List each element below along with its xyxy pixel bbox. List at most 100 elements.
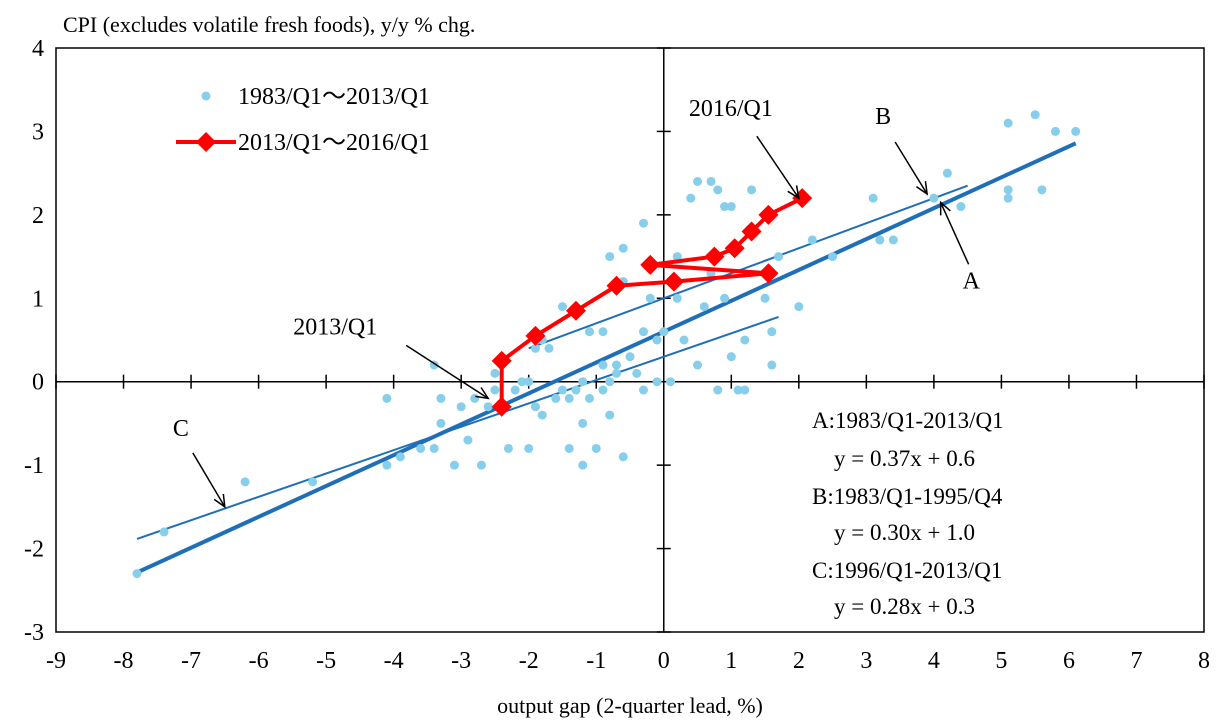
scatter-point	[713, 385, 723, 395]
scatter-point	[564, 443, 574, 453]
y-tick-label: -2	[24, 537, 44, 563]
scatter-point	[645, 293, 655, 303]
scatter-point	[470, 393, 480, 403]
scatter-point	[611, 360, 621, 370]
scatter-point	[828, 252, 838, 262]
annotation-arrow-head	[475, 387, 490, 400]
scatter-point	[639, 218, 649, 228]
equation-box: A:1983/Q1-2013/Q1 y = 0.37x + 0.6 B:1983…	[812, 408, 1004, 619]
annotation-label: C	[173, 416, 189, 442]
annotation-arrow-shaft	[405, 344, 489, 400]
scatter-point	[652, 377, 662, 387]
x-tick-label: 8	[1198, 648, 1210, 674]
annotation-arrow-head	[915, 181, 929, 196]
scatter-point	[449, 460, 459, 470]
axes	[55, 47, 1205, 633]
scatter-point	[632, 368, 642, 378]
scatter-point	[490, 385, 500, 395]
series-2013-2016-marker	[758, 204, 779, 225]
scatter-point	[1030, 110, 1040, 120]
scatter-point	[760, 293, 770, 303]
scatter-point	[693, 176, 703, 186]
y-tick-label: 4	[32, 36, 44, 62]
scatter-point	[1003, 193, 1013, 203]
regression-line-a	[136, 141, 1077, 575]
scatter-point	[598, 360, 608, 370]
annotation-label: A	[963, 268, 981, 294]
annotation-label: 2016/Q1	[689, 96, 773, 122]
scatter-point	[132, 569, 142, 579]
x-axis-tick-labels: -9 -8 -7 -6 -5 -4 -3 -2 -1 0 1 2 3 4 5 6 7 8	[46, 648, 1210, 674]
scatter-point	[706, 176, 716, 186]
annotation-arrow-shaft	[939, 202, 970, 265]
scatter-point	[733, 385, 743, 395]
scatter-point	[578, 460, 588, 470]
x-tick-label: -2	[519, 648, 539, 674]
scatter-point	[888, 235, 898, 245]
x-tick-label: -1	[586, 648, 606, 674]
scatter-point	[530, 402, 540, 412]
series-2013-2016-marker	[663, 271, 684, 292]
scatter-point	[929, 193, 939, 203]
series-2013-2016-marker	[491, 396, 512, 417]
scatter-point	[1037, 185, 1047, 195]
scatter-point	[794, 302, 804, 312]
scatter-point	[537, 410, 547, 420]
scatter-point	[476, 460, 486, 470]
scatter-point	[767, 360, 777, 370]
x-axis-label: output gap (2-quarter lead, %)	[497, 693, 763, 718]
scatter-point	[395, 452, 405, 462]
x-tick-label: 1	[725, 648, 737, 674]
annotation-arrow-shaft	[894, 141, 928, 195]
scatter-point	[868, 193, 878, 203]
x-tick-label: -9	[46, 648, 66, 674]
x-tick-label: 4	[928, 648, 940, 674]
plot-area-border	[55, 47, 1205, 633]
scatter-point	[584, 393, 594, 403]
annotation-arrow-shaft	[756, 135, 800, 199]
series-2013-2016-marker	[758, 263, 779, 284]
scatter-point	[510, 385, 520, 395]
scatter-point	[875, 235, 885, 245]
scatter-point	[503, 443, 513, 453]
scatter-point	[598, 385, 608, 395]
series-2013-2016-marker	[606, 275, 627, 296]
y-tick-label: -3	[24, 620, 44, 646]
series-2013-2016	[491, 188, 813, 417]
scatter-point	[659, 327, 669, 337]
legend-label-1983-2013: 1983/Q1～2013/Q1	[238, 84, 430, 110]
series-2013-2016-marker	[525, 325, 546, 346]
scatter-point	[517, 377, 527, 387]
scatter-point	[611, 368, 621, 378]
scatter-point	[429, 443, 439, 453]
scatter-point	[686, 193, 696, 203]
equation-label-c: C:1996/Q1-2013/Q1	[812, 558, 1002, 583]
scatter-point	[436, 393, 446, 403]
legend-marker-2013-2016	[196, 132, 216, 152]
scatter-point	[956, 202, 966, 212]
scatter-point	[1050, 126, 1060, 136]
scatter-point	[618, 452, 628, 462]
scatter-point	[605, 252, 615, 262]
scatter-point	[740, 385, 750, 395]
scatter-point	[652, 335, 662, 345]
x-tick-label: -6	[249, 648, 269, 674]
series-2013-2016-marker	[724, 238, 745, 259]
legend-label-2013-2016: 2013/Q1～2016/Q1	[238, 130, 430, 156]
chart-title: CPI (excludes volatile fresh foods), y/y…	[63, 12, 475, 37]
scatter-point	[436, 418, 446, 428]
scatter-point	[605, 410, 615, 420]
annotation-label: B	[875, 104, 891, 130]
annotation-arrow-head	[787, 185, 800, 200]
scatter-point	[699, 302, 709, 312]
scatter-point	[544, 343, 554, 353]
scatter-point	[774, 252, 784, 262]
scatter-point	[666, 377, 676, 387]
equation-label-b: B:1983/Q1-1995/Q4	[812, 484, 1003, 509]
scatter-point	[530, 343, 540, 353]
scatter-points	[132, 110, 1081, 579]
scatter-point	[605, 377, 615, 387]
scatter-point	[740, 335, 750, 345]
x-tick-label: 6	[1063, 648, 1075, 674]
equation-a: y = 0.37x + 0.6	[834, 446, 975, 471]
